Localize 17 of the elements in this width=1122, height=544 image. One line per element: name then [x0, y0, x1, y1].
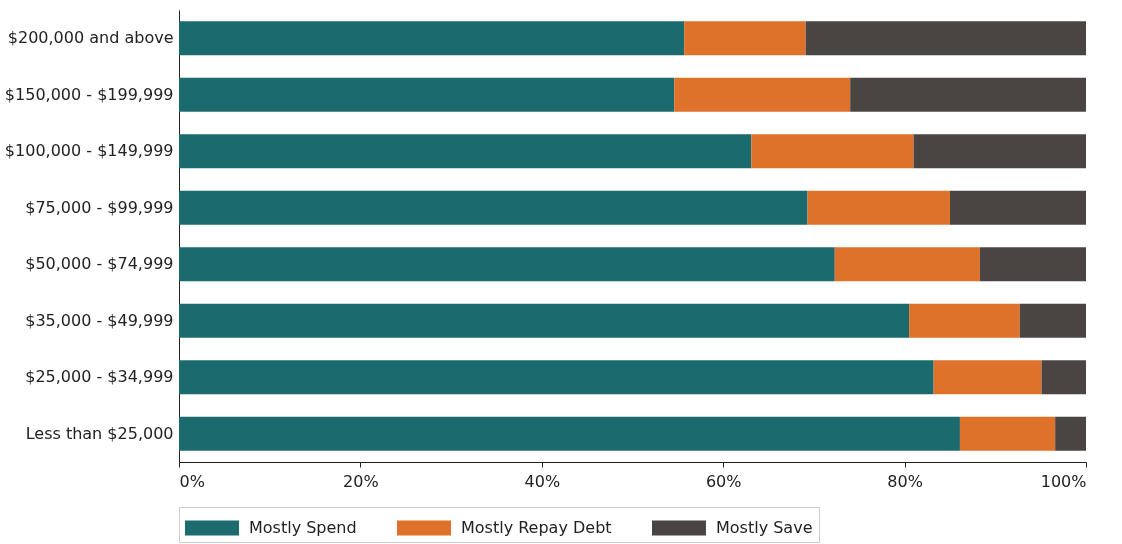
- legend-label: Mostly Spend: [249, 518, 357, 537]
- legend-label: Mostly Save: [716, 518, 813, 537]
- x-tick-label: 80%: [887, 471, 923, 491]
- y-tick-label: Less than $25,000: [25, 423, 174, 443]
- y-tick-label: $75,000 - $99,999: [25, 197, 174, 217]
- x-tick-label: 0%: [179, 471, 205, 491]
- x-tick-label: 40%: [524, 471, 561, 491]
- legend-label: Mostly Repay Debt: [461, 518, 612, 537]
- x-tick-label: 20%: [343, 471, 379, 491]
- y-tick-label: $100,000 - $149,999: [4, 141, 174, 161]
- x-tick-label: 100%: [1040, 471, 1087, 491]
- y-tick-label: $50,000 - $74,999: [25, 254, 174, 274]
- y-tick-label: $25,000 - $34,999: [25, 367, 174, 387]
- x-tick-label: 60%: [705, 471, 742, 491]
- y-tick-label: $150,000 - $199,999: [4, 84, 174, 104]
- y-tick-label: $200,000 and above: [7, 28, 174, 48]
- y-tick-label: $35,000 - $49,999: [25, 310, 174, 330]
